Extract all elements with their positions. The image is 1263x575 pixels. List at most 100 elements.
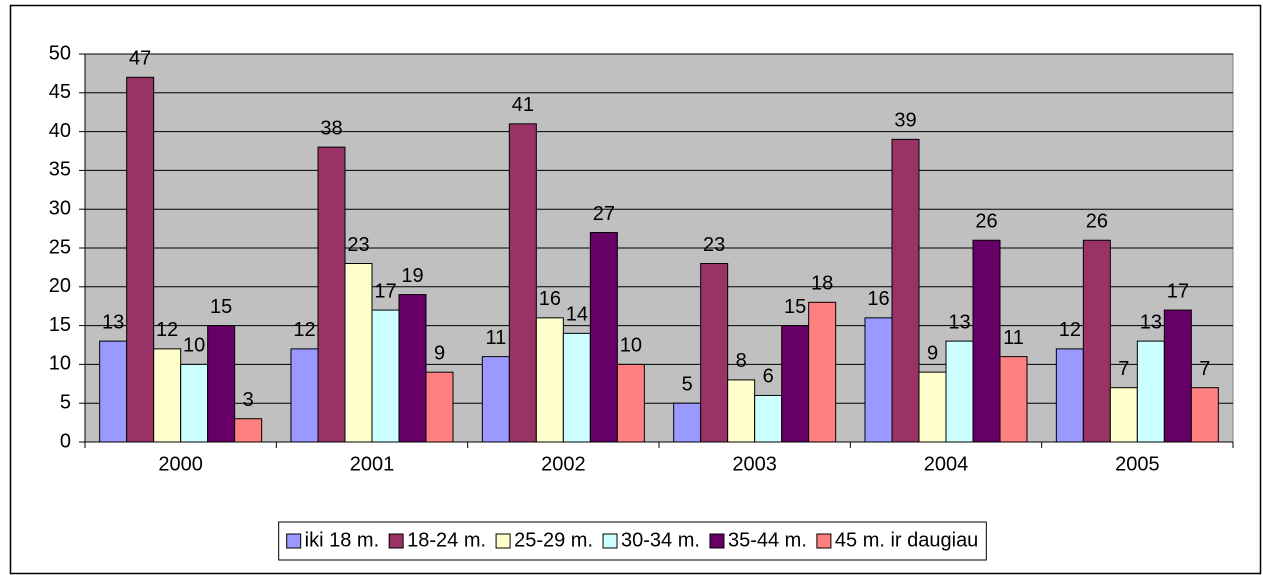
y-tick-label: 0 [60,430,71,452]
legend-marker [495,533,511,549]
data-label: 7 [1118,358,1129,380]
y-tick-label: 15 [49,314,71,336]
legend-marker [709,533,725,549]
bar [562,332,591,443]
legend-label: 18-24 m. [407,529,486,551]
bar [371,309,400,443]
data-label: 10 [183,335,205,357]
bar [1109,387,1138,443]
legend-marker [286,533,302,549]
bar [700,263,729,443]
bar [1082,239,1111,443]
data-label: 9 [927,342,938,364]
x-tick-label: 2005 [1115,453,1160,475]
y-tick-label: 10 [49,353,71,375]
bar [1055,348,1084,443]
y-tick-label: 5 [60,391,71,413]
data-label: 13 [948,311,970,333]
y-tick-label: 35 [49,159,71,181]
bar [535,317,564,443]
x-tick-label: 2002 [541,453,586,475]
bar [126,76,155,443]
bar [589,231,618,443]
data-label: 15 [784,296,806,318]
legend-label: 25-29 m. [514,529,593,551]
bar [891,138,920,443]
data-label: 5 [682,373,693,395]
data-label: 13 [1140,311,1162,333]
bar [398,294,427,443]
bar [1136,340,1165,443]
data-label: 19 [401,265,423,287]
data-label: 17 [374,280,396,302]
bar [425,371,454,443]
bar [99,340,128,443]
data-label: 16 [539,288,561,310]
data-label: 26 [1086,211,1108,233]
legend-label: 35-44 m. [728,529,807,551]
bar [207,325,236,443]
data-label: 12 [156,319,178,341]
data-label: 8 [736,350,747,372]
y-tick-label: 40 [49,120,71,142]
data-label: 11 [485,327,506,349]
data-label: 39 [894,110,916,132]
data-label: 7 [1199,358,1210,380]
bar [234,418,263,443]
bar [918,371,947,443]
bar [808,301,837,443]
data-label: 27 [593,203,615,225]
legend-marker [816,533,832,549]
data-label: 16 [867,288,889,310]
bar [999,356,1028,443]
bar [754,394,783,443]
bar [508,123,537,443]
bar [864,317,893,443]
bar [781,325,810,443]
legend-marker [388,533,404,549]
legend-label: iki 18 m. [305,529,379,551]
bar [616,363,645,443]
bar [344,263,373,443]
y-tick-label: 25 [49,236,71,258]
data-label: 23 [703,234,725,256]
y-tick-label: 20 [49,275,71,297]
data-label: 23 [347,234,369,256]
bar [1190,387,1219,443]
data-label: 11 [1003,327,1024,349]
x-tick-label: 2000 [158,453,203,475]
data-label: 26 [975,211,997,233]
bar [481,356,510,443]
y-tick-label: 30 [49,197,71,219]
data-label: 15 [210,296,232,318]
bar [673,402,702,443]
bar [317,146,346,443]
bar [290,348,319,443]
x-tick-label: 2003 [732,453,777,475]
data-label: 3 [243,389,254,411]
data-label: 47 [129,48,151,70]
data-label: 18 [811,273,833,295]
legend-marker [602,533,618,549]
data-label: 14 [566,304,588,326]
data-label: 38 [320,117,342,139]
data-label: 13 [102,311,124,333]
bar [727,379,756,443]
bar [945,340,974,443]
data-label: 12 [1059,319,1081,341]
data-label: 41 [512,94,534,116]
bar [180,363,209,443]
data-label: 17 [1167,280,1189,302]
y-tick-label: 50 [49,42,71,64]
legend-label: 45 m. ir daugiau [835,529,978,551]
legend-label: 30-34 m. [621,529,700,551]
bar [1163,309,1192,443]
x-tick-label: 2004 [924,453,969,475]
data-label: 10 [620,335,642,357]
data-label: 12 [293,319,315,341]
bar [153,348,182,443]
data-label: 9 [434,342,445,364]
bar [972,239,1001,443]
x-tick-label: 2001 [350,453,395,475]
